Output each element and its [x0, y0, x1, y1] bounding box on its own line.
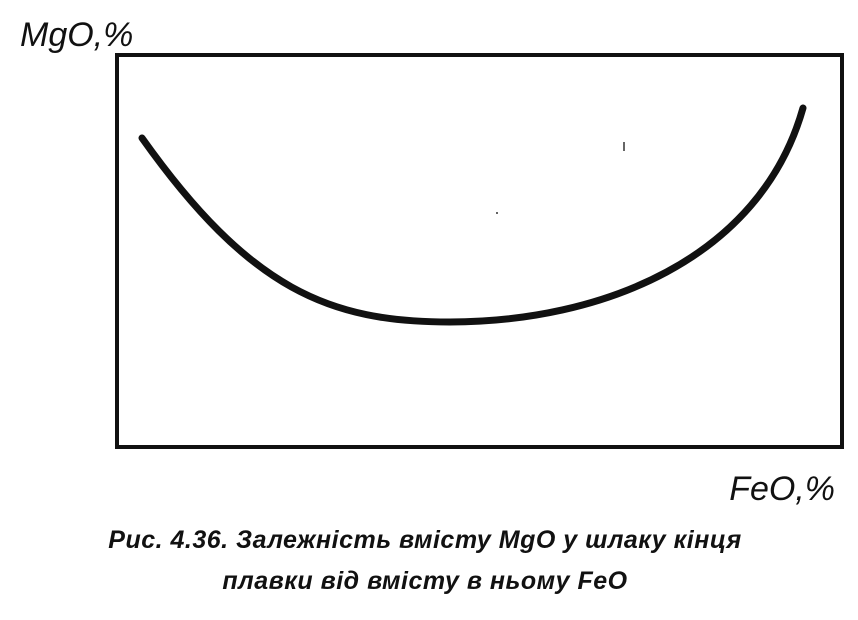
x-axis-label: FeO,% — [729, 470, 835, 508]
y-axis-label: MgO,% — [20, 16, 133, 54]
speck — [496, 212, 498, 214]
caption-line: плавки від вмісту в ньому FeO — [222, 567, 627, 595]
plot-frame — [115, 53, 844, 449]
curve — [138, 104, 807, 326]
caption-line: Рис. 4.36. Залежність вмісту MgO у шлаку… — [108, 526, 741, 554]
